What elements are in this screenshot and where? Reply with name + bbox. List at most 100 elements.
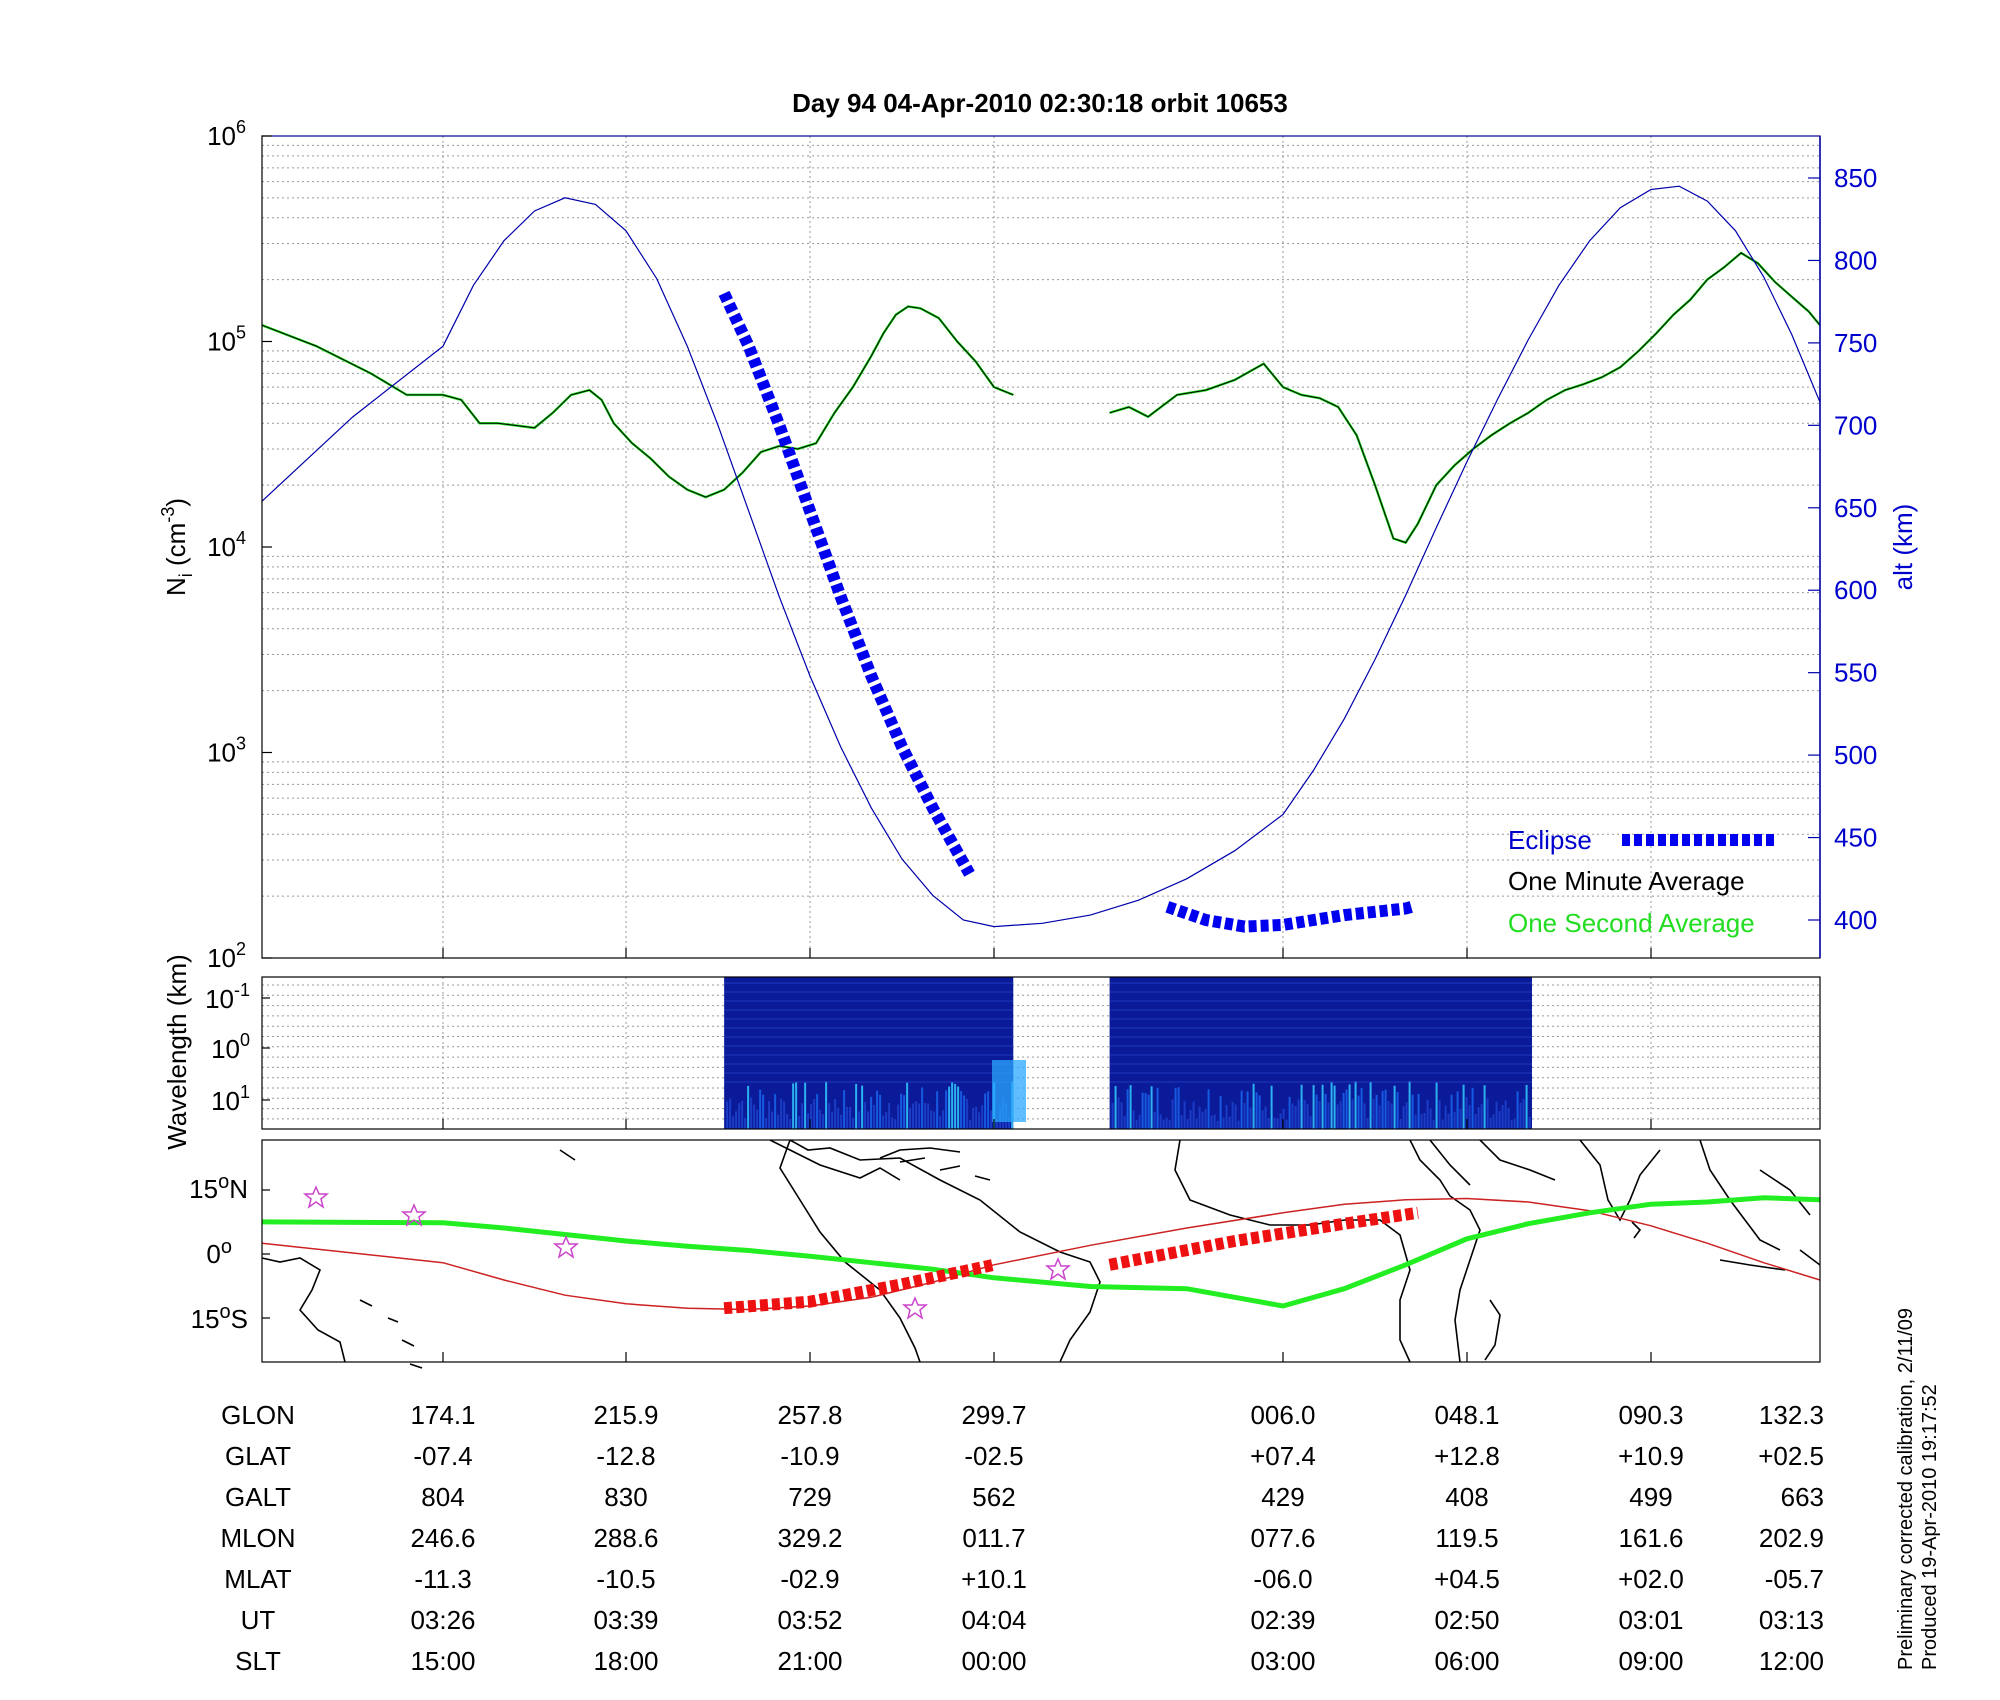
orbit-cell: +07.4 — [1250, 1441, 1316, 1471]
spectrogram-stripe — [1300, 1084, 1303, 1129]
spectrogram-stripe — [930, 1110, 933, 1129]
spectrogram-stripe — [747, 1085, 750, 1129]
spectrogram-stripe — [810, 1104, 813, 1129]
orbit-cell: +10.9 — [1618, 1441, 1684, 1471]
spectrogram-stripe — [912, 1103, 915, 1129]
spectrogram-stripe — [882, 1115, 885, 1129]
spectrogram-stripe — [1468, 1105, 1471, 1129]
spectrogram-stripe — [1402, 1106, 1405, 1129]
spectrogram-stripe — [789, 1118, 792, 1129]
spectrogram-stripe — [1480, 1104, 1483, 1129]
spectrogram-stripe — [738, 1103, 741, 1129]
spectrogram-stripe — [1144, 1093, 1147, 1129]
orbit-cell: 21:00 — [777, 1646, 842, 1676]
density-tick-label: 104 — [207, 528, 246, 562]
density-left-ticks: 106 105 104 103 102 — [207, 117, 272, 973]
spectrogram-stripe — [1219, 1096, 1222, 1129]
orbit-cell: 02:50 — [1434, 1605, 1499, 1635]
spectrogram-stripe — [1189, 1109, 1192, 1129]
footnote-calibration: Preliminary corrected calibration, 2/11/… — [1895, 1308, 1917, 1670]
spectrogram-stripe — [804, 1082, 807, 1129]
density-tick-label: 105 — [207, 323, 246, 357]
density-grid — [262, 136, 1820, 958]
one-second-average-line — [1109, 251, 1821, 545]
density-lines — [261, 185, 1821, 933]
spectrogram-stripe — [1195, 1118, 1198, 1129]
orbit-cell: 12:00 — [1759, 1646, 1824, 1676]
orbit-cell: 077.6 — [1250, 1523, 1315, 1553]
map-eclipse-segment — [723, 1258, 996, 1315]
orbit-cell: 499 — [1629, 1482, 1672, 1512]
spectrogram-stripe — [1168, 1120, 1171, 1129]
spectrogram-stripe — [1339, 1101, 1342, 1129]
spectrogram-stripe — [1312, 1085, 1315, 1129]
spectrogram-stripe — [954, 1083, 957, 1129]
orbit-cell: -10.9 — [780, 1441, 839, 1471]
spectrogram-stripe — [1252, 1083, 1255, 1129]
orbit-cell: 429 — [1261, 1482, 1304, 1512]
spectrogram-stripe — [1150, 1086, 1153, 1129]
one-minute-average-line — [261, 305, 1014, 498]
coastline-central-america — [769, 1139, 961, 1181]
spectrogram-stripe — [1240, 1090, 1243, 1129]
spectrogram-stripe — [1360, 1087, 1363, 1129]
spectrogram-stripe — [759, 1089, 762, 1129]
spectrogram-stripe — [972, 1108, 975, 1129]
spectrogram-stripe — [1129, 1085, 1132, 1129]
spectrogram-tick-label: 100 — [211, 1030, 250, 1064]
spectrogram-stripe — [1525, 1084, 1528, 1129]
spectrogram-ylabel: Wavelength (km) — [162, 954, 192, 1150]
spectrogram-stripe — [1153, 1111, 1156, 1129]
altitude-tick-label: 650 — [1834, 493, 1877, 523]
spectrogram-stripe — [894, 1119, 897, 1129]
spectrogram-stripe — [1264, 1106, 1267, 1129]
spectrogram-stripe — [1255, 1092, 1258, 1129]
spectrogram-stripe — [1249, 1107, 1252, 1129]
spectrogram-stripe — [1366, 1117, 1369, 1129]
spectrogram-stripe — [1309, 1116, 1312, 1129]
altitude-tick-label: 400 — [1834, 905, 1877, 935]
spectrogram-stripe — [1513, 1118, 1516, 1129]
spectrogram-stripe — [792, 1083, 795, 1129]
altitude-ylabel: alt (km) — [1888, 504, 1918, 591]
star-marker — [1044, 1257, 1072, 1281]
spectrogram-stripe — [1261, 1110, 1264, 1129]
spectrogram-stripe — [909, 1108, 912, 1129]
orbit-cell: -07.4 — [413, 1441, 472, 1471]
spectrogram-stripe — [981, 1105, 984, 1129]
spectrogram-stripe — [906, 1082, 909, 1129]
spectrogram-stripe — [1357, 1095, 1360, 1129]
orbit-row-label: GLON — [221, 1400, 295, 1430]
spectrogram-stripe — [921, 1087, 924, 1129]
orbit-cell: 00:00 — [961, 1646, 1026, 1676]
spectrogram-stripe — [1498, 1110, 1501, 1129]
orbit-cell: 006.0 — [1250, 1400, 1315, 1430]
spectrogram-stripe — [1342, 1092, 1345, 1129]
spectrogram-stripe — [774, 1094, 777, 1129]
spectrogram-stripe — [1441, 1119, 1444, 1129]
spectrogram-stripe — [960, 1091, 963, 1129]
spectrogram-stripe — [744, 1117, 747, 1129]
spectrogram-stripe — [1426, 1099, 1429, 1129]
spectrogram-stripe — [1231, 1101, 1234, 1129]
spectrogram-stripe — [1273, 1117, 1276, 1129]
spectrogram-stripe — [888, 1102, 891, 1129]
spectrogram-stripe — [1393, 1085, 1396, 1129]
spectrogram-panel: 10-1 100 101 Wavelength (km) — [162, 954, 1821, 1150]
spectrogram-stripe — [801, 1103, 804, 1129]
orbit-cell: 03:52 — [777, 1605, 842, 1635]
spectrogram-stripe — [795, 1082, 798, 1129]
spectrogram-stripe — [1177, 1087, 1180, 1129]
spectrogram-stripe — [828, 1103, 831, 1129]
spectrogram-stripe — [1297, 1099, 1300, 1129]
spectrogram-stripe — [1414, 1114, 1417, 1129]
spectrogram-stripe — [879, 1094, 882, 1129]
coastlines — [261, 1139, 1821, 1369]
spectrogram-stripe — [1303, 1099, 1306, 1129]
spectrogram-stripe — [1279, 1113, 1282, 1129]
orbit-cell: 174.1 — [410, 1400, 475, 1430]
spectrogram-stripe — [783, 1101, 786, 1129]
spectrogram-stripe — [846, 1106, 849, 1129]
orbit-cell: +10.1 — [961, 1564, 1027, 1594]
